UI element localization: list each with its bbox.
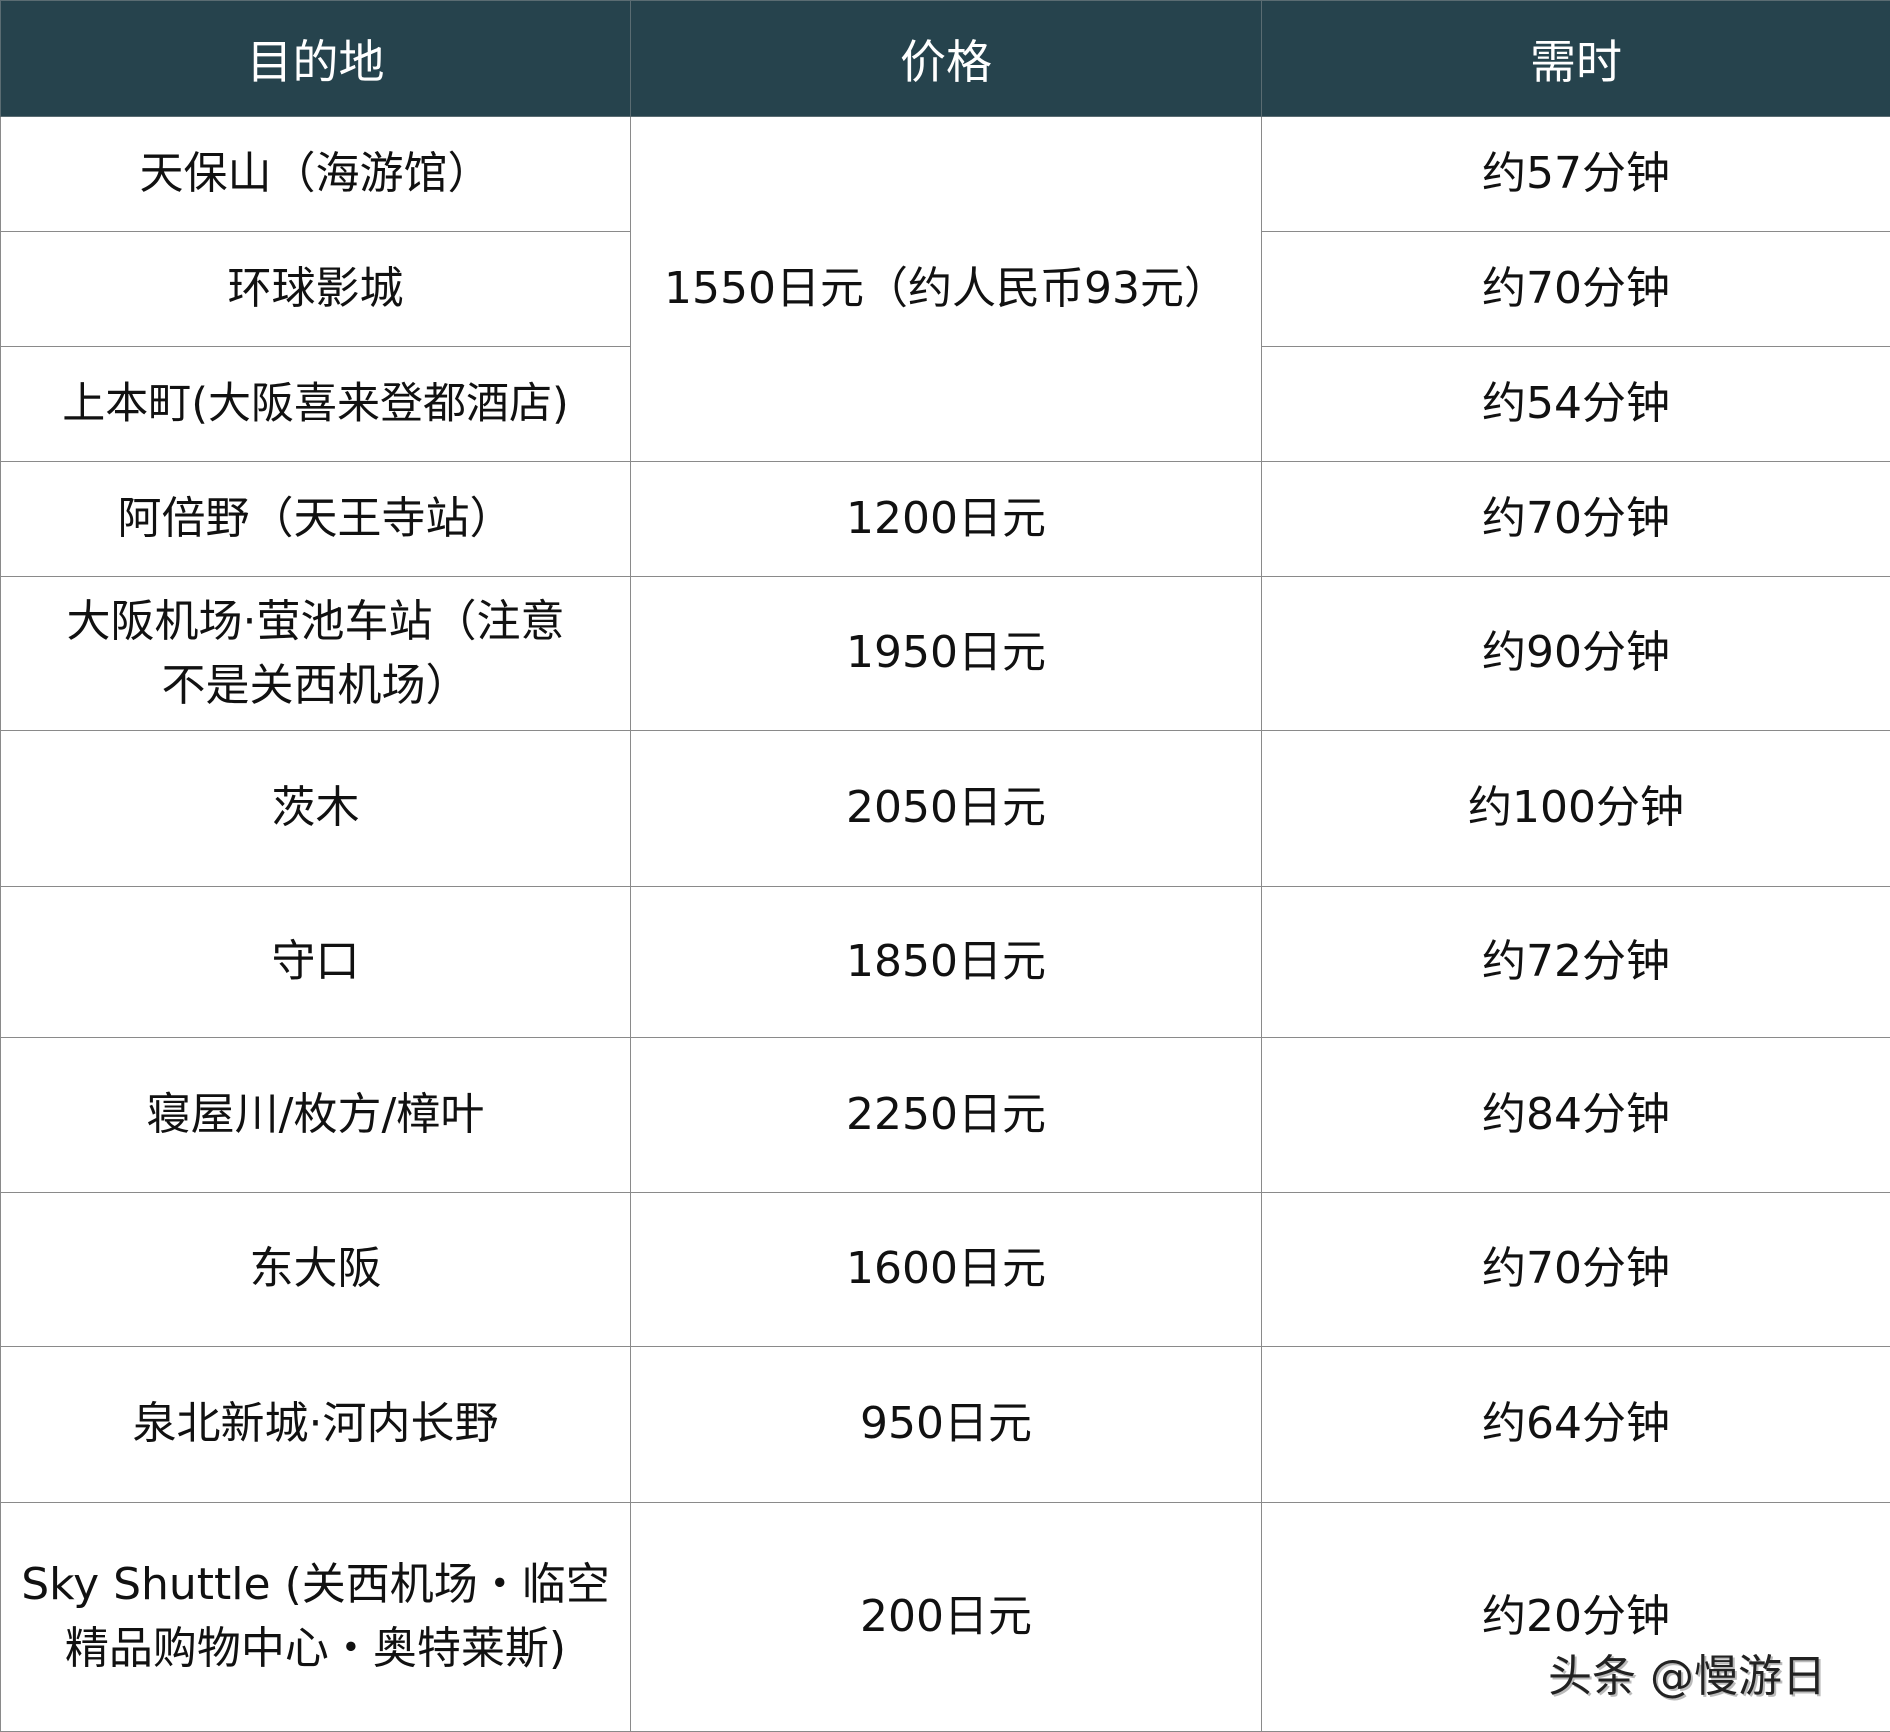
header-time: 需时 [1262,1,1890,117]
price-cell: 1550日元（约人民币93元） [631,117,1262,462]
destination-cell: 东大阪 [1,1193,631,1347]
price-cell: 2050日元 [631,731,1262,887]
time-cell: 约72分钟 [1262,887,1890,1038]
table-row: 东大阪 1600日元 约70分钟 [1,1193,1890,1347]
header-price: 价格 [631,1,1262,117]
destination-cell: 茨木 [1,731,631,887]
table-row: 茨木 2050日元 约100分钟 [1,731,1890,887]
price-cell: 1600日元 [631,1193,1262,1347]
time-cell: 约70分钟 [1262,232,1890,347]
time-cell: 约90分钟 [1262,577,1890,731]
destination-cell: 大阪机场·萤池车站（注意不是关西机场） [1,577,631,731]
destination-cell: 环球影城 [1,232,631,347]
price-cell: 2250日元 [631,1038,1262,1193]
price-cell: 1850日元 [631,887,1262,1038]
destination-cell: Sky Shuttle (关西机场・临空精品购物中心・奥特莱斯) [1,1503,631,1732]
price-cell: 200日元 [631,1503,1262,1732]
destination-cell: 上本町(大阪喜来登都酒店) [1,347,631,462]
table-row: 大阪机场·萤池车站（注意不是关西机场） 1950日元 约90分钟 [1,577,1890,731]
price-cell: 1950日元 [631,577,1262,731]
table-row: 泉北新城·河内长野 950日元 约64分钟 [1,1347,1890,1503]
time-cell: 约64分钟 [1262,1347,1890,1503]
destination-cell: 阿倍野（天王寺站） [1,462,631,577]
time-cell: 约100分钟 [1262,731,1890,887]
price-cell: 950日元 [631,1347,1262,1503]
time-cell: 约70分钟 [1262,462,1890,577]
time-cell: 约70分钟 [1262,1193,1890,1347]
time-cell: 约54分钟 [1262,347,1890,462]
table-row: 天保山（海游馆） 1550日元（约人民币93元） 约57分钟 [1,117,1890,232]
watermark: 头条 @慢游日 [1548,1640,1826,1704]
time-cell: 约84分钟 [1262,1038,1890,1193]
table-row: 阿倍野（天王寺站） 1200日元 约70分钟 [1,462,1890,577]
table-row: 守口 1850日元 约72分钟 [1,887,1890,1038]
table-row: 寝屋川/枚方/樟叶 2250日元 约84分钟 [1,1038,1890,1193]
price-cell: 1200日元 [631,462,1262,577]
time-cell: 约57分钟 [1262,117,1890,232]
destination-cell: 天保山（海游馆） [1,117,631,232]
destination-cell: 泉北新城·河内长野 [1,1347,631,1503]
header-row: 目的地 价格 需时 [1,1,1890,117]
destination-cell: 守口 [1,887,631,1038]
destination-cell: 寝屋川/枚方/樟叶 [1,1038,631,1193]
header-destination: 目的地 [1,1,631,117]
